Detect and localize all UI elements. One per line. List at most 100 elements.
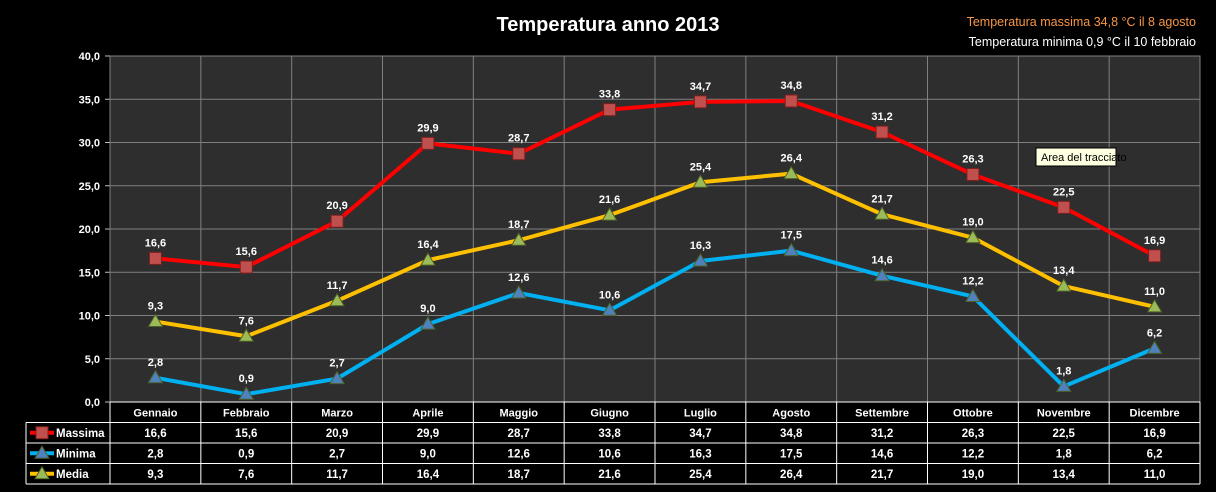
data-label-massima: 20,9 (326, 200, 347, 212)
data-point-minima (1055, 378, 1072, 392)
data-point-media (783, 165, 800, 180)
table-cell-minima: 17,5 (780, 448, 803, 460)
x-category-label: Agosto (772, 408, 810, 420)
data-point-media (601, 207, 618, 221)
tooltip-box (1035, 147, 1117, 167)
data-label-massima: 15,6 (236, 246, 257, 258)
y-tick-label: 35,0 (79, 94, 100, 106)
data-point-minima (329, 370, 345, 385)
data-point-media (147, 313, 164, 328)
data-label-minima: 0,9 (239, 373, 254, 385)
table-cell-minima: 10,6 (598, 448, 620, 460)
x-category-label: Gennaio (133, 408, 177, 420)
table-cell-massima: 34,8 (780, 428, 803, 440)
series-line-massima (155, 98, 1156, 270)
data-point-massima (603, 103, 617, 117)
data-label-media: 11,0 (1144, 286, 1165, 298)
x-category-label: Novembre (1037, 408, 1091, 420)
table-cell-massima: 20,9 (326, 428, 348, 440)
data-label-massima: 34,8 (781, 80, 802, 92)
data-point-minima (147, 369, 164, 384)
data-point-minima (692, 253, 709, 267)
y-tick-label: 0,0 (85, 397, 100, 409)
data-label-massima: 29,9 (417, 122, 438, 134)
data-point-massima (784, 94, 798, 108)
data-label-massima: 34,7 (690, 81, 711, 93)
table-cell-media: 18,7 (508, 469, 530, 481)
data-point-massima (693, 95, 707, 109)
data-label-media: 18,7 (508, 219, 529, 231)
data-label-minima: 14,6 (871, 255, 892, 267)
data-label-massima: 31,2 (871, 111, 892, 123)
data-point-media (329, 292, 345, 307)
x-category-label: Giugno (590, 408, 629, 420)
data-label-minima: 10,6 (599, 289, 620, 301)
data-label-media: 19,0 (962, 217, 983, 229)
data-point-minima (874, 267, 890, 282)
x-category-label: Settembre (855, 408, 909, 420)
data-label-minima: 12,2 (962, 275, 983, 287)
data-label-media: 7,6 (239, 315, 254, 327)
y-tick-label: 10,0 (79, 311, 100, 323)
table-cell-massima: 16,6 (144, 428, 166, 440)
data-point-massima (512, 147, 526, 161)
data-label-massima: 16,6 (145, 237, 166, 249)
table-cell-minima: 2,8 (147, 448, 164, 460)
data-point-massima (148, 251, 162, 265)
x-category-label: Maggio (500, 408, 539, 420)
data-point-minima (510, 285, 527, 299)
data-label-massima: 26,3 (962, 154, 983, 166)
legend-key-marker-massima (35, 426, 49, 440)
data-label-minima: 6,2 (1147, 327, 1162, 339)
annotation-max-temp: Temperatura massima 34,8 °C il 8 agosto (967, 15, 1196, 29)
table-cell-minima: 14,6 (871, 448, 893, 460)
data-label-media: 25,4 (690, 161, 712, 173)
data-point-media (1146, 298, 1163, 313)
table-cell-massima: 33,8 (598, 428, 621, 440)
data-label-minima: 1,8 (1056, 365, 1071, 377)
data-label-minima: 9,0 (420, 303, 435, 315)
table-cell-media: 7,6 (238, 469, 254, 481)
table-cell-media: 21,7 (871, 469, 893, 481)
legend-label-minima: Minima (56, 448, 96, 460)
x-category-label: Dicembre (1130, 408, 1180, 420)
data-point-minima (601, 302, 618, 316)
table-cell-media: 16,4 (417, 469, 440, 481)
x-category-label: Febbraio (223, 408, 270, 420)
data-point-massima (966, 168, 980, 182)
legend-label-massima: Massima (56, 428, 105, 440)
table-cell-media: 25,4 (689, 469, 712, 481)
data-point-massima (239, 260, 253, 274)
x-category-label: Ottobre (953, 408, 993, 420)
y-tick-label: 40,0 (79, 51, 100, 63)
data-label-media: 21,7 (871, 193, 892, 205)
annotation-min-temp: Temperatura minima 0,9 °C il 10 febbraio (969, 35, 1196, 49)
table-cell-minima: 2,7 (329, 448, 345, 460)
table-cell-minima: 12,2 (962, 448, 984, 460)
y-tick-label: 5,0 (85, 354, 100, 366)
table-cell-media: 13,4 (1053, 469, 1076, 481)
table-cell-massima: 29,9 (417, 428, 439, 440)
data-label-minima: 16,3 (690, 240, 711, 252)
table-cell-minima: 16,3 (689, 448, 711, 460)
series-line-media (155, 171, 1156, 339)
data-point-media (238, 328, 255, 342)
table-cell-media: 11,7 (326, 469, 348, 481)
data-label-media: 16,4 (417, 239, 439, 251)
data-point-massima (875, 125, 889, 139)
data-point-massima (330, 214, 344, 228)
table-cell-minima: 9,0 (420, 448, 436, 460)
y-tick-label: 30,0 (79, 138, 100, 150)
data-label-massima: 28,7 (508, 133, 529, 145)
data-point-media (692, 174, 709, 188)
table-cell-massima: 16,9 (1143, 428, 1165, 440)
table-cell-massima: 28,7 (508, 428, 530, 440)
plot-area-tooltip: Area del tracciato (1035, 147, 1127, 167)
legend-key-marker-media (34, 465, 50, 480)
data-point-massima (1148, 249, 1162, 263)
data-point-minima (965, 288, 981, 302)
y-tick-label: 15,0 (79, 267, 100, 279)
legend-key-marker-minima (34, 445, 50, 459)
x-category-label: Marzo (321, 408, 353, 420)
series-line-minima (155, 248, 1156, 397)
